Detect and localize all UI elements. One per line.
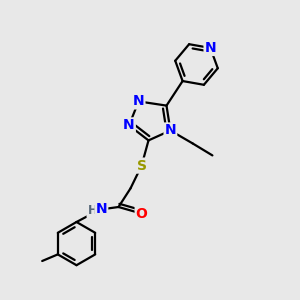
Text: H: H: [88, 204, 97, 217]
Text: N: N: [123, 118, 135, 132]
Text: O: O: [136, 207, 148, 220]
Text: N: N: [165, 124, 176, 137]
Text: N: N: [133, 94, 144, 108]
Text: N: N: [96, 202, 107, 216]
Text: N: N: [205, 41, 216, 55]
Text: S: S: [136, 159, 147, 172]
